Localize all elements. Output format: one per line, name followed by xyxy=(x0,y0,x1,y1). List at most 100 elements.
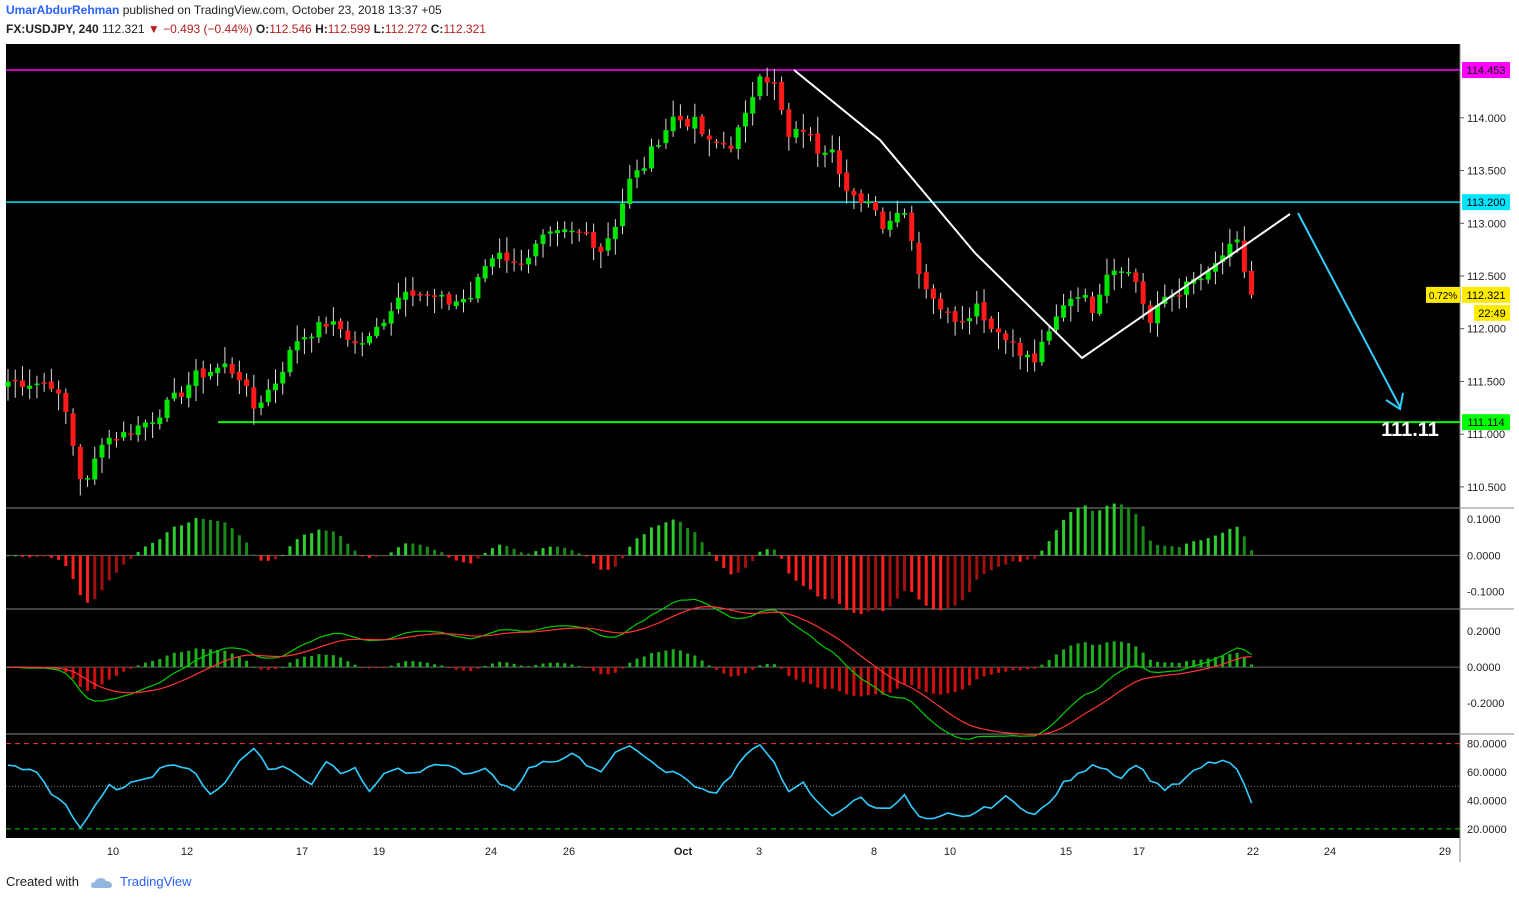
candle-body xyxy=(714,141,720,144)
macd-bar xyxy=(946,667,950,694)
price-tick-label: 114.000 xyxy=(1467,113,1506,125)
osc-bar xyxy=(577,553,581,556)
candle-body xyxy=(540,234,546,244)
time-tick-label: 22 xyxy=(1247,846,1259,858)
osc-bar xyxy=(252,554,256,556)
macd-bar xyxy=(678,650,682,668)
macd-bar xyxy=(151,660,155,668)
osc-bar xyxy=(1112,503,1116,556)
osc-bar xyxy=(469,555,473,564)
candle-body xyxy=(121,432,127,438)
candle-body xyxy=(721,142,727,145)
macd-bar xyxy=(1141,652,1145,668)
osc-bar xyxy=(418,544,422,556)
macd-bar xyxy=(801,667,805,683)
macd-tick-label: 0.2000 xyxy=(1467,626,1501,638)
osc-bar xyxy=(1213,535,1217,556)
macd-bar xyxy=(599,667,603,675)
candle-body xyxy=(873,201,879,211)
osc-bar xyxy=(64,555,68,567)
oscillator-histogram-pane: 0.1000 0.0000 -0.1000 xyxy=(6,503,1504,615)
candle-body xyxy=(265,389,271,403)
osc-bar xyxy=(288,546,292,556)
candle-body xyxy=(612,226,618,240)
candle-body xyxy=(410,290,416,296)
time-axis-labels: 10 12 17 19 24 26 Oct 3 8 10 15 17 22 24 29 xyxy=(107,846,1451,858)
candle-body xyxy=(475,276,481,299)
macd-bar xyxy=(1069,645,1073,668)
macd-bar xyxy=(1242,657,1246,668)
candle-body xyxy=(294,341,300,351)
osc-bar xyxy=(541,548,545,556)
candle-body xyxy=(1046,331,1052,341)
osc-bar xyxy=(657,525,661,556)
macd-bar xyxy=(288,662,292,668)
candle-body xyxy=(793,128,799,138)
osc-bar xyxy=(1156,545,1160,556)
macd-bar xyxy=(606,667,610,675)
macd-bar xyxy=(71,667,75,679)
macd-bar xyxy=(657,652,661,668)
macd-bar xyxy=(1025,667,1029,670)
author-link[interactable]: UmarAbdurRehman xyxy=(6,3,120,17)
rsi-tick-label: 20.0000 xyxy=(1467,824,1507,836)
osc-bar xyxy=(42,555,46,557)
osc-bar xyxy=(1091,510,1094,556)
macd-bar xyxy=(541,663,545,668)
candle-body xyxy=(345,330,351,340)
pattern-trendline[interactable] xyxy=(793,69,1291,360)
candle-body xyxy=(497,252,503,260)
macd-bar xyxy=(649,653,653,668)
macd-bar xyxy=(809,667,813,685)
osc-bar xyxy=(1004,555,1008,565)
horizontal-levels[interactable] xyxy=(6,69,1460,424)
candle-body xyxy=(1032,353,1038,363)
macd-bar xyxy=(1127,643,1131,668)
price-change: −0.493 (−0.44%) xyxy=(163,22,253,36)
macd-bar xyxy=(216,649,220,668)
candle-body xyxy=(771,82,777,84)
macd-bar xyxy=(114,667,118,676)
tradingview-link[interactable]: TradingView xyxy=(120,874,192,889)
macd-bar xyxy=(461,667,465,671)
osc-bar xyxy=(649,527,653,556)
trendlines[interactable] xyxy=(793,69,1404,411)
osc-bar xyxy=(230,528,234,556)
osc-bar xyxy=(924,555,928,606)
current-price-tag xyxy=(1462,286,1510,303)
macd-bar xyxy=(230,653,234,668)
rsi-line xyxy=(7,743,1253,830)
osc-bar xyxy=(454,555,458,561)
osc-bar xyxy=(881,555,885,612)
projection-arrow-line[interactable] xyxy=(1297,212,1401,408)
countdown-tag xyxy=(1474,304,1510,321)
macd-bar xyxy=(664,650,668,668)
macd-bar xyxy=(555,662,559,668)
osc-bar xyxy=(888,555,892,607)
macd-bar xyxy=(324,654,328,668)
macd-bar xyxy=(208,649,212,668)
macd-bar xyxy=(440,665,444,668)
osc-bar xyxy=(375,555,379,557)
candle-body xyxy=(735,127,741,149)
osc-bar xyxy=(931,555,935,609)
osc-bar xyxy=(1054,530,1058,556)
candle-body xyxy=(1003,333,1009,341)
candle-body xyxy=(403,291,409,300)
candle-body xyxy=(1104,274,1110,296)
macd-bar xyxy=(772,664,776,668)
macd-bar xyxy=(1119,641,1123,668)
macd-bar xyxy=(339,657,343,668)
osc-bar xyxy=(136,552,140,556)
osc-bar xyxy=(729,555,733,575)
candle-body xyxy=(547,231,553,234)
candle-body xyxy=(482,266,488,279)
macd-bar xyxy=(1004,667,1008,672)
osc-bar xyxy=(281,554,285,556)
candlestick-series xyxy=(5,67,1255,496)
candle-body xyxy=(381,322,387,327)
osc-bar xyxy=(1134,514,1138,556)
time-tick-label: 29 xyxy=(1439,846,1451,858)
candle-body xyxy=(432,295,438,297)
